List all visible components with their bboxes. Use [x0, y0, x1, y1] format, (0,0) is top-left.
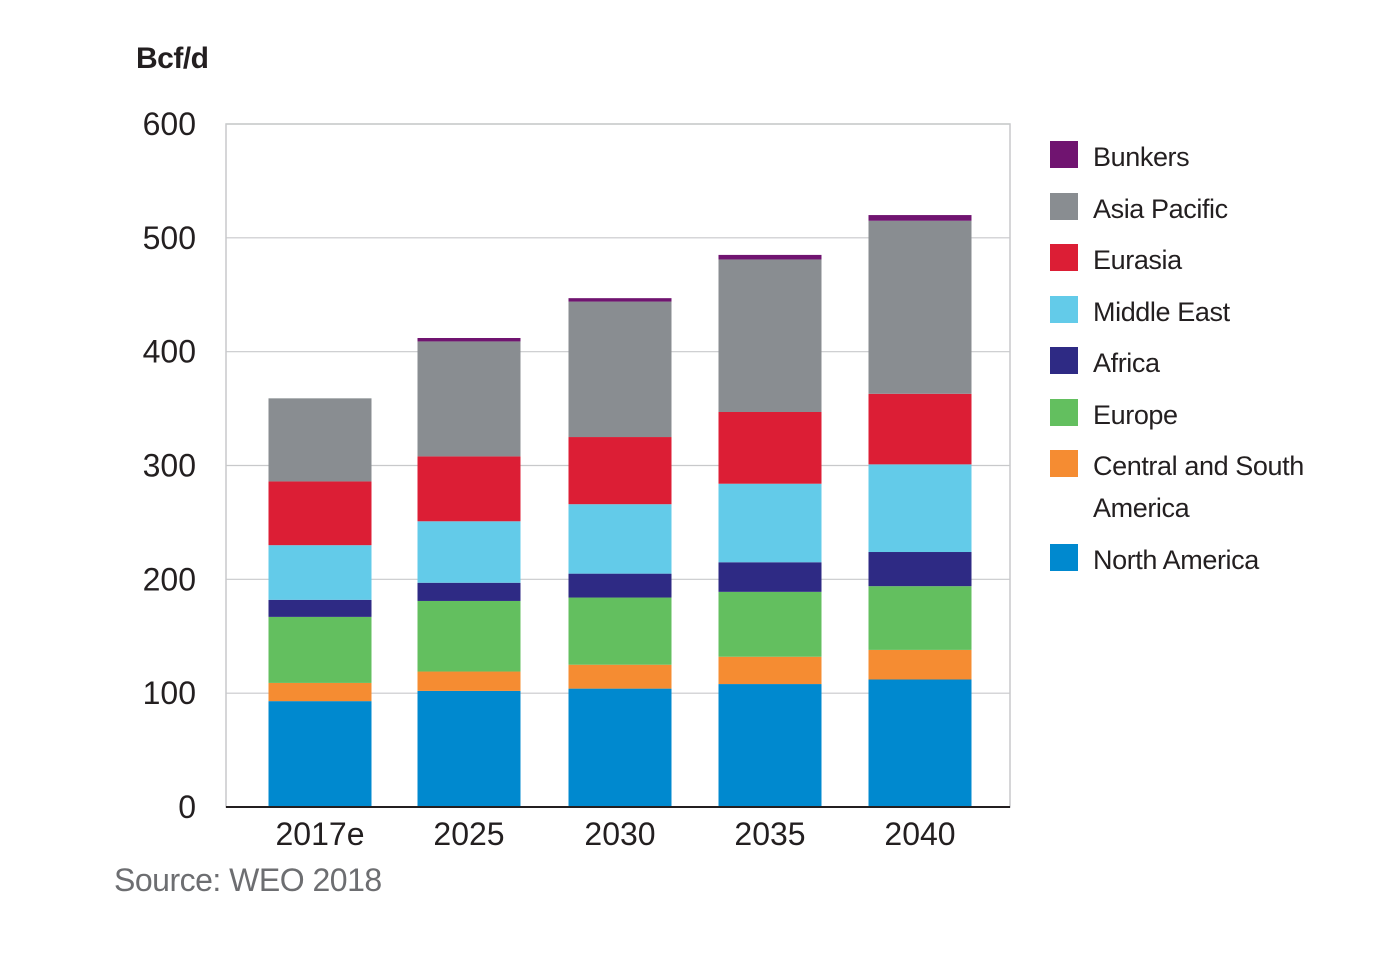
bar-segment [417, 341, 521, 457]
bar-segment [718, 562, 822, 592]
y-tick-label: 400 [143, 334, 196, 370]
bar-segment [417, 338, 521, 342]
bar-segment [718, 259, 822, 412]
x-tick-label: 2040 [884, 816, 955, 852]
bar-segment [868, 393, 972, 465]
source-note: Source: WEO 2018 [114, 862, 382, 898]
bar-segment [718, 254, 822, 260]
bar-segment [417, 690, 521, 807]
legend-label: Africa [1093, 348, 1160, 378]
axis-layer: 0 100 200 300 400 500 600 2017e 2025 2030 2035 2040 [143, 106, 1010, 852]
bar-segment [568, 597, 672, 665]
bar-segment [268, 545, 372, 600]
legend-item-north-america: North America [1050, 539, 1390, 581]
bar-segment [417, 600, 521, 672]
legend-item-europe: Europe [1050, 394, 1390, 436]
legend-item-africa: Africa [1050, 342, 1390, 384]
legend-label: Eurasia [1093, 245, 1182, 275]
legend-label: Europe [1093, 399, 1178, 430]
bar-segment [868, 552, 972, 587]
bar-segment [868, 464, 972, 553]
bar-segment [568, 664, 672, 689]
bar-segment [568, 688, 672, 807]
bar-segment [417, 582, 521, 601]
x-tick-label: 2025 [433, 816, 504, 852]
bar-segment [268, 701, 372, 807]
bar-segment [568, 298, 672, 302]
y-axis-unit-label: Bcf/d [136, 42, 209, 75]
bar-segment [568, 504, 672, 574]
legend-label: North America [1093, 544, 1259, 575]
bar-segment [868, 649, 972, 680]
bar-segment [268, 481, 372, 546]
legend-swatch [1050, 543, 1078, 571]
legend-item-central-south-america: Central and South America [1050, 445, 1390, 529]
legend-label: Asia Pacific [1093, 193, 1228, 224]
bar-segment [568, 437, 672, 505]
x-tick-label: 2035 [734, 816, 805, 852]
legend-label: Bunkers [1093, 142, 1190, 172]
bars-layer [268, 215, 972, 807]
y-tick-label: 0 [178, 789, 196, 825]
bar-segment [718, 591, 822, 657]
x-tick-label: 2017e [276, 816, 365, 852]
bar-segment [417, 521, 521, 583]
bar-segment [868, 679, 972, 807]
bar-segment [568, 573, 672, 598]
bar-segment [718, 656, 822, 685]
y-tick-label: 600 [143, 106, 196, 142]
bar-segment [568, 301, 672, 438]
legend-item-bunkers: Bunkers [1050, 136, 1390, 178]
bar-segment [268, 599, 372, 617]
bar-segment [868, 215, 972, 221]
legend-swatch [1050, 141, 1078, 168]
y-tick-label: 500 [143, 220, 196, 256]
legend-label: Central and South America [1093, 451, 1304, 523]
legend-item-eurasia: Eurasia [1050, 239, 1390, 281]
legend-swatch [1050, 398, 1078, 426]
legend-item-middle-east: Middle East [1050, 291, 1390, 333]
bar-segment [718, 684, 822, 807]
bar-segment [718, 483, 822, 563]
legend-swatch [1050, 295, 1078, 323]
bar-segment [417, 456, 521, 522]
x-tick-label: 2030 [584, 816, 655, 852]
y-tick-label: 300 [143, 448, 196, 484]
legend: Bunkers Asia Pacific Eurasia Middle East… [1050, 136, 1390, 590]
bar-segment [868, 586, 972, 650]
y-tick-label: 100 [143, 675, 196, 711]
bar-segment [868, 220, 972, 394]
legend-swatch [1050, 192, 1078, 220]
legend-item-asia-pacific: Asia Pacific [1050, 188, 1390, 230]
bar-segment [268, 398, 372, 482]
bar-segment [268, 616, 372, 683]
legend-label: Middle East [1093, 296, 1230, 327]
bar-segment [718, 411, 822, 484]
bar-segment [268, 682, 372, 702]
legend-swatch [1050, 450, 1078, 477]
legend-swatch [1050, 347, 1078, 374]
bar-segment [417, 671, 521, 691]
legend-swatch [1050, 244, 1078, 271]
y-tick-label: 200 [143, 561, 196, 597]
